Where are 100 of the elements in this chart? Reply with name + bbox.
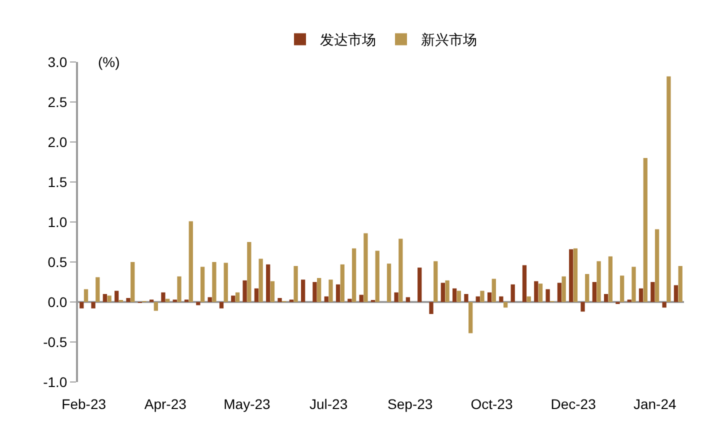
bar (573, 248, 578, 302)
bar (328, 280, 333, 302)
bar (398, 238, 403, 302)
bar (562, 276, 566, 302)
bar (510, 284, 515, 302)
bar (91, 302, 96, 308)
bar (102, 294, 108, 302)
bar (585, 274, 590, 302)
bar (254, 288, 259, 302)
bar (278, 298, 282, 302)
bar (375, 250, 380, 302)
bar (224, 262, 228, 302)
bar (522, 265, 527, 302)
x-tick-label: Jul-23 (309, 396, 348, 412)
bar (456, 290, 462, 302)
bar (231, 296, 236, 302)
y-axis-title: (%) (98, 54, 120, 70)
bar (492, 278, 496, 302)
y-tick-label: 0.0 (48, 294, 68, 310)
x-tick-label: Apr-23 (144, 396, 187, 412)
bar (534, 281, 538, 302)
bar (126, 298, 130, 302)
bar (666, 76, 671, 302)
bar (300, 280, 306, 302)
y-tick-label: -1.0 (43, 374, 68, 390)
bar (434, 261, 438, 302)
bar (406, 297, 410, 302)
bar (596, 261, 601, 302)
bar (569, 249, 574, 302)
bar (336, 284, 340, 302)
bar (212, 262, 216, 302)
x-tick-label: Feb-23 (62, 396, 106, 412)
bar (161, 292, 166, 302)
bar (166, 298, 170, 302)
bar (177, 276, 182, 302)
y-tick-label: -0.5 (43, 334, 68, 350)
bar (242, 280, 247, 302)
x-tick-label: Sep-23 (388, 396, 433, 412)
bar (464, 294, 468, 302)
y-tick-label: 3.0 (48, 54, 68, 70)
y-tick-label: 2.5 (48, 94, 68, 110)
bar (359, 294, 364, 302)
bar (557, 282, 562, 302)
bar (348, 298, 352, 302)
bar (429, 302, 434, 314)
x-tick-label: Oct-23 (470, 396, 513, 412)
bar (270, 281, 275, 302)
legend-label: 发达市场 (320, 32, 376, 48)
bar (219, 302, 224, 308)
bar (114, 290, 119, 302)
bar (678, 266, 682, 302)
y-tick-label: 1.5 (48, 174, 68, 190)
bar (452, 288, 457, 302)
bar (674, 285, 678, 302)
y-tick-label: 1.0 (48, 214, 68, 230)
bar (96, 277, 100, 302)
bar (476, 296, 480, 302)
bar (632, 266, 636, 302)
y-tick-label: 2.0 (48, 134, 68, 150)
bar (580, 302, 585, 312)
bar (80, 302, 84, 308)
bar (620, 276, 624, 302)
bar (266, 264, 270, 302)
bar (208, 297, 212, 302)
bar (352, 248, 356, 302)
bar (546, 289, 550, 302)
bar (107, 296, 112, 302)
bar (317, 278, 322, 302)
bar (394, 292, 398, 302)
bar (538, 284, 543, 302)
bar (235, 292, 240, 302)
bar (196, 302, 200, 306)
bar (526, 296, 531, 302)
bar (503, 302, 508, 308)
bar (154, 302, 158, 311)
bar (654, 229, 660, 302)
bar (608, 256, 613, 302)
bar (643, 158, 648, 302)
bar (294, 266, 298, 302)
bar (499, 296, 504, 302)
x-tick-label: Jan-24 (633, 396, 676, 412)
bar (650, 282, 655, 302)
y-tick-label: 0.5 (48, 254, 68, 270)
bar (468, 302, 473, 334)
bar (340, 264, 344, 302)
x-tick-label: Dec-23 (550, 396, 596, 412)
bar (445, 280, 450, 302)
bar (662, 302, 666, 308)
x-tick-label: May-23 (224, 396, 271, 412)
bar (258, 258, 263, 302)
bar (487, 292, 492, 302)
bar (312, 282, 317, 302)
legend-label: 新兴市场 (421, 32, 477, 48)
bar (130, 262, 135, 302)
bar (84, 289, 88, 302)
bar (364, 233, 368, 302)
bar (592, 282, 596, 302)
bar (480, 290, 484, 302)
bar (440, 282, 445, 302)
bar (638, 288, 644, 302)
